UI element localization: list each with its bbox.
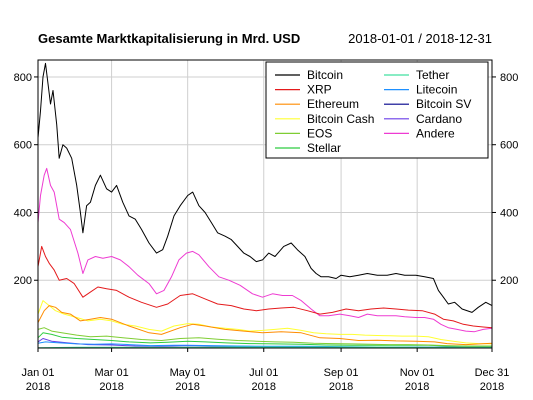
legend-label: EOS — [307, 126, 332, 140]
legend-label: Cardano — [416, 112, 462, 126]
x-tick-year: 2018 — [480, 381, 504, 393]
legend-label: Bitcoin SV — [416, 97, 471, 111]
x-tick-label: Sep 01 — [324, 367, 359, 379]
x-tick-year: 2018 — [99, 381, 123, 393]
series-line-ethereum — [37, 305, 493, 346]
chart-title: Gesamte Marktkapitalisierung in Mrd. USD — [38, 31, 300, 46]
series-line-bitcoin-cash — [37, 300, 493, 345]
y-tick-label-right: 400 — [500, 207, 518, 219]
x-tick-label: Jan 01 — [21, 367, 54, 379]
axes: 200 200 400 400 600 600 800 800 Jan 01 2018 Mar 01… — [14, 72, 519, 393]
series-line-bitcoin — [37, 62, 493, 313]
x-tick-year: 2018 — [252, 381, 276, 393]
x-tick-label: Nov 01 — [400, 367, 435, 379]
legend-label: Bitcoin Cash — [307, 112, 374, 126]
series-line-xrp — [37, 245, 493, 329]
y-tick-label-right: 200 — [500, 275, 518, 287]
y-tick-label-right: 600 — [500, 140, 518, 152]
legend-label: Andere — [416, 126, 455, 140]
legend-label: Tether — [416, 68, 449, 82]
legend-label: Stellar — [307, 141, 341, 155]
y-tick-label-right: 800 — [500, 72, 518, 84]
x-tick-year: 2018 — [26, 381, 50, 393]
series-line-eos — [37, 327, 492, 347]
legend-label: Ethereum — [307, 97, 359, 111]
x-tick-label: Mar 01 — [94, 367, 128, 379]
series-line-stellar — [37, 332, 492, 347]
x-tick-label: Jul 01 — [249, 367, 278, 379]
y-tick-label-left: 400 — [14, 207, 32, 219]
legend-box — [265, 61, 489, 159]
y-tick-label-left: 800 — [14, 72, 32, 84]
x-tick-label: May 01 — [170, 367, 206, 379]
legend-label: Bitcoin — [307, 68, 343, 82]
series-line-andere — [37, 167, 493, 333]
legend-label: Litecoin — [416, 83, 457, 97]
legend-label: XRP — [307, 83, 332, 97]
y-tick-label-left: 600 — [14, 140, 32, 152]
series-line-tether — [37, 346, 492, 349]
series-lines — [37, 62, 493, 349]
x-tick-year: 2018 — [175, 381, 199, 393]
plot-frame — [37, 59, 493, 349]
y-tick-label-left: 200 — [14, 275, 32, 287]
x-tick-label: Dec 31 — [475, 367, 510, 379]
x-tick-year: 2018 — [405, 381, 429, 393]
x-tick-year: 2018 — [329, 381, 353, 393]
date-range: 2018-01-01 / 2018-12-31 — [348, 31, 492, 46]
